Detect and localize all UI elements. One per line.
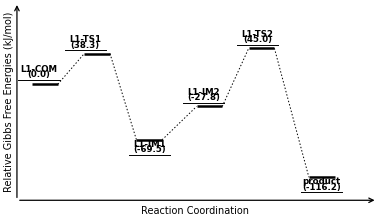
Text: (-27.8): (-27.8) bbox=[187, 94, 220, 103]
Text: (0.0): (0.0) bbox=[28, 70, 50, 79]
Text: (45.0): (45.0) bbox=[243, 35, 272, 44]
Y-axis label: Relative Gibbs Free Energies (kJ/mol): Relative Gibbs Free Energies (kJ/mol) bbox=[4, 12, 14, 192]
X-axis label: Reaction Coordination: Reaction Coordination bbox=[141, 206, 249, 216]
Text: L1-COM: L1-COM bbox=[20, 65, 57, 74]
Text: (-116.2): (-116.2) bbox=[302, 183, 341, 192]
Text: L1-TS1: L1-TS1 bbox=[69, 35, 101, 44]
Text: L1-IM2: L1-IM2 bbox=[187, 88, 220, 97]
Text: L1-TS2: L1-TS2 bbox=[242, 29, 274, 38]
Text: (38.3): (38.3) bbox=[71, 40, 100, 50]
Text: product: product bbox=[302, 177, 341, 186]
Text: L1-IM1: L1-IM1 bbox=[133, 140, 166, 149]
Text: (-69.5): (-69.5) bbox=[133, 145, 166, 154]
